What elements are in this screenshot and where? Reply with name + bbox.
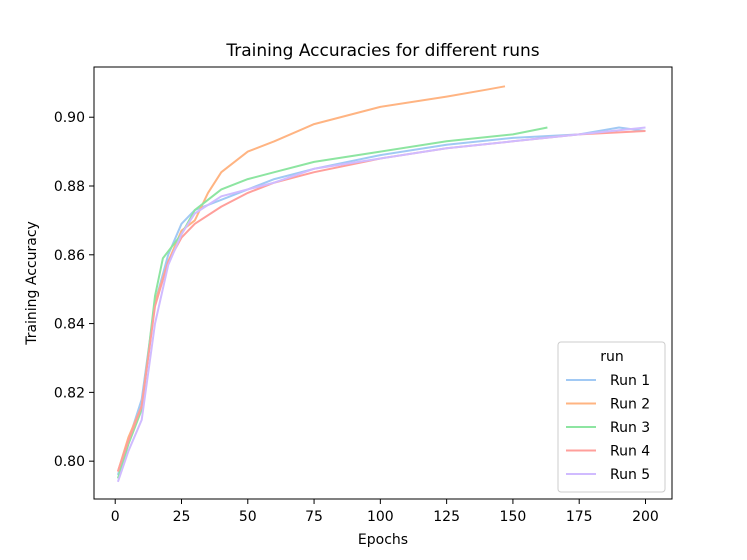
legend-items: Run 1 Run 2 Run 3 Run 4 Run 5 <box>566 373 650 483</box>
x-tick-label: 25 <box>173 509 191 525</box>
legend-label: Run 3 <box>610 420 650 436</box>
x-tick-label: 200 <box>632 509 659 525</box>
plot-area: 0 25 50 75 100 125 150 175 200 0.800.820.840.860… <box>54 66 673 525</box>
plot-frame <box>93 66 673 500</box>
y-tick-label: 0.80 <box>54 454 85 470</box>
legend-label: Run 4 <box>610 444 650 460</box>
legend-label: Run 2 <box>610 397 650 413</box>
y-tick-label: 0.86 <box>54 248 85 264</box>
y-axis-label: Training Accuracy <box>24 221 40 346</box>
x-tick-label: 0 <box>111 509 120 525</box>
legend: run Run 1 Run 2 Run 3 Run 4 Run 5 <box>557 341 666 493</box>
y-axis-ticks: 0.80 0.82 0.84 0.86 0.88 0.90 <box>54 110 94 470</box>
x-axis-label: Epochs <box>358 532 408 548</box>
chart-title: Training Accuracies for different runs <box>225 41 539 61</box>
legend-label: Run 5 <box>610 467 650 483</box>
x-tick-label: 175 <box>566 509 593 525</box>
series-line-run-5 <box>116 126 646 483</box>
x-axis-ticks: 0 25 50 75 100 125 150 175 200 <box>111 499 659 525</box>
legend-label: Run 1 <box>610 373 650 389</box>
legend-title: run <box>600 349 624 365</box>
x-tick-label: 75 <box>305 509 323 525</box>
y-tick-label: 0.88 <box>54 179 85 195</box>
series-group <box>116 85 646 483</box>
x-tick-label: 125 <box>433 509 460 525</box>
y-tick-label: 0.90 <box>54 110 85 126</box>
x-tick-label: 150 <box>500 509 527 525</box>
x-tick-label: 50 <box>239 509 257 525</box>
y-tick-label: 0.84 <box>54 317 85 333</box>
x-tick-label: 100 <box>367 509 394 525</box>
y-tick-label: 0.82 <box>54 385 85 401</box>
series-line-run-3 <box>116 126 548 479</box>
